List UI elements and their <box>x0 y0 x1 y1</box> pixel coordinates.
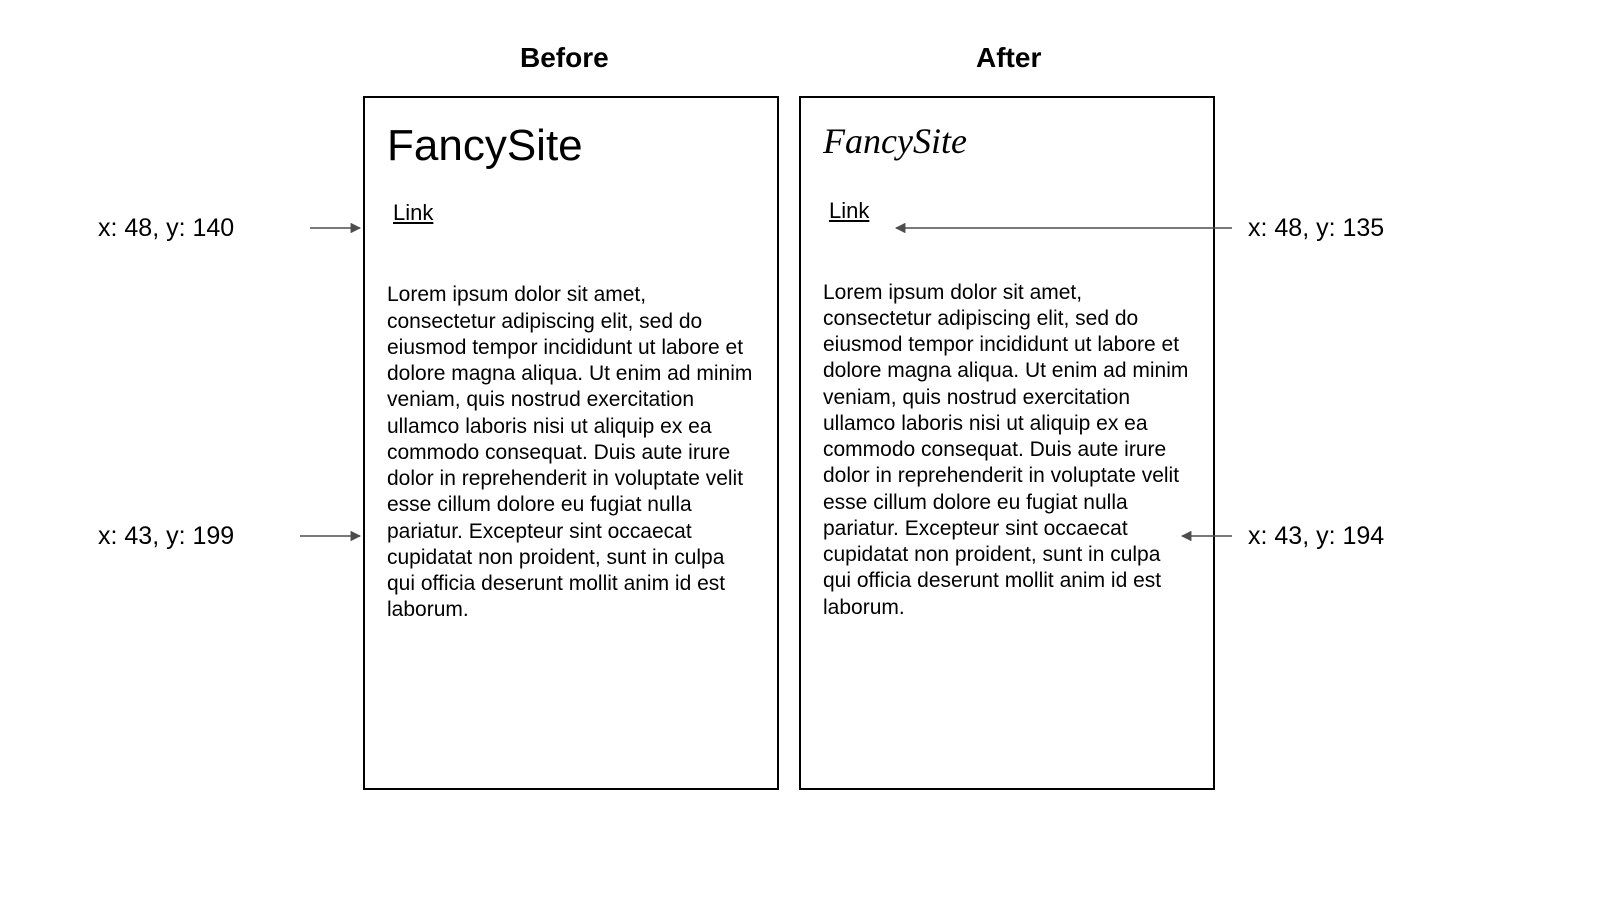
arrows-layer <box>0 0 1600 903</box>
diagram-root: Before After FancySite Link Lorem ipsum … <box>0 0 1600 903</box>
